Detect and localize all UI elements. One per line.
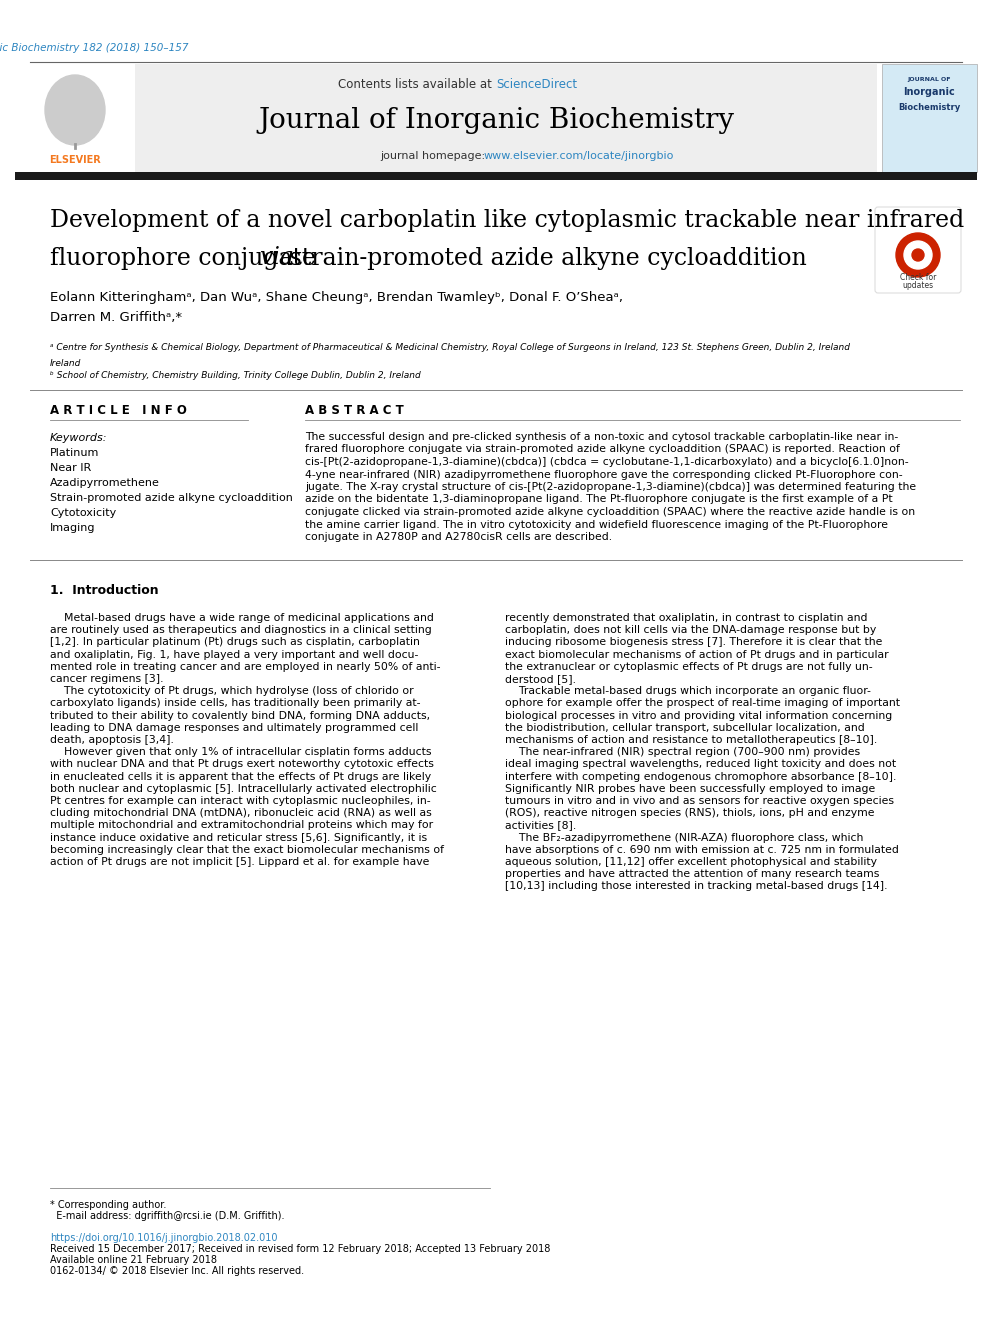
Text: via: via (259, 246, 294, 270)
Text: Journal of Inorganic Biochemistry 182 (2018) 150–157: Journal of Inorganic Biochemistry 182 (2… (0, 44, 188, 53)
Text: Ireland: Ireland (50, 359, 81, 368)
Text: properties and have attracted the attention of many research teams: properties and have attracted the attent… (505, 869, 879, 880)
Text: in enucleated cells it is apparent that the effects of Pt drugs are likely: in enucleated cells it is apparent that … (50, 771, 432, 782)
Text: https://doi.org/10.1016/j.jinorgbio.2018.02.010: https://doi.org/10.1016/j.jinorgbio.2018… (50, 1233, 278, 1244)
Text: Darren M. Griffithᵃ,*: Darren M. Griffithᵃ,* (50, 311, 183, 324)
Text: ScienceDirect: ScienceDirect (496, 78, 577, 90)
Text: conjugate in A2780P and A2780cisR cells are described.: conjugate in A2780P and A2780cisR cells … (305, 532, 612, 542)
Text: Azadipyrromethene: Azadipyrromethene (50, 478, 160, 488)
FancyBboxPatch shape (875, 206, 961, 292)
Text: Available online 21 February 2018: Available online 21 February 2018 (50, 1256, 217, 1265)
Text: have absorptions of c. 690 nm with emission at c. 725 nm in formulated: have absorptions of c. 690 nm with emiss… (505, 845, 899, 855)
Text: 0162-0134/ © 2018 Elsevier Inc. All rights reserved.: 0162-0134/ © 2018 Elsevier Inc. All righ… (50, 1266, 305, 1275)
Text: recently demonstrated that oxaliplatin, in contrast to cisplatin and: recently demonstrated that oxaliplatin, … (505, 613, 867, 623)
Text: interfere with competing endogenous chromophore absorbance [8–10].: interfere with competing endogenous chro… (505, 771, 897, 782)
Text: Pt centres for example can interact with cytoplasmic nucleophiles, in-: Pt centres for example can interact with… (50, 796, 431, 806)
Text: multiple mitochondrial and extramitochondrial proteins which may for: multiple mitochondrial and extramitochon… (50, 820, 434, 831)
Text: * Corresponding author.: * Corresponding author. (50, 1200, 167, 1211)
Text: ᵃ Centre for Synthesis & Chemical Biology, Department of Pharmaceutical & Medici: ᵃ Centre for Synthesis & Chemical Biolog… (50, 344, 850, 352)
Text: A R T I C L E   I N F O: A R T I C L E I N F O (50, 404, 186, 417)
Text: The cytotoxicity of Pt drugs, which hydrolyse (loss of chlorido or: The cytotoxicity of Pt drugs, which hydr… (50, 687, 414, 696)
Text: biological processes in vitro and providing vital information concerning: biological processes in vitro and provid… (505, 710, 892, 721)
FancyBboxPatch shape (882, 64, 977, 172)
Text: Trackable metal-based drugs which incorporate an organic fluor-: Trackable metal-based drugs which incorp… (505, 687, 871, 696)
Text: Metal-based drugs have a wide range of medicinal applications and: Metal-based drugs have a wide range of m… (50, 613, 434, 623)
Text: (ROS), reactive nitrogen species (RNS), thiols, ions, pH and enzyme: (ROS), reactive nitrogen species (RNS), … (505, 808, 875, 818)
Text: Eolann Kitteringhamᵃ, Dan Wuᵃ, Shane Cheungᵃ, Brendan Twamleyᵇ, Donal F. O’Sheaᵃ: Eolann Kitteringhamᵃ, Dan Wuᵃ, Shane Che… (50, 291, 623, 304)
Text: Inorganic: Inorganic (903, 87, 955, 97)
Text: the amine carrier ligand. The in vitro cytotoxicity and widefield fluorescence i: the amine carrier ligand. The in vitro c… (305, 520, 888, 529)
Text: Development of a novel carboplatin like cytoplasmic trackable near infrared: Development of a novel carboplatin like … (50, 209, 964, 232)
Text: mechanisms of action and resistance to metallotherapeutics [8–10].: mechanisms of action and resistance to m… (505, 736, 877, 745)
Text: Keywords:: Keywords: (50, 433, 107, 443)
Ellipse shape (45, 75, 105, 146)
Text: updates: updates (903, 282, 933, 291)
Text: ELSEVIER: ELSEVIER (50, 155, 101, 165)
Text: Platinum: Platinum (50, 448, 99, 458)
Text: becoming increasingly clear that the exact biomolecular mechanisms of: becoming increasingly clear that the exa… (50, 845, 444, 855)
Text: aqueous solution, [11,12] offer excellent photophysical and stability: aqueous solution, [11,12] offer excellen… (505, 857, 877, 867)
Text: the extranuclear or cytoplasmic effects of Pt drugs are not fully un-: the extranuclear or cytoplasmic effects … (505, 662, 873, 672)
Text: 1.  Introduction: 1. Introduction (50, 583, 159, 597)
Text: both nuclear and cytoplasmic [5]. Intracellularly activated electrophilic: both nuclear and cytoplasmic [5]. Intrac… (50, 783, 436, 794)
Text: tumours in vitro and in vivo and as sensors for reactive oxygen species: tumours in vitro and in vivo and as sens… (505, 796, 894, 806)
Text: Journal of Inorganic Biochemistry: Journal of Inorganic Biochemistry (258, 106, 734, 134)
Text: azide on the bidentate 1,3-diaminopropane ligand. The Pt-fluorophore conjugate i: azide on the bidentate 1,3-diaminopropan… (305, 495, 893, 504)
Text: www.elsevier.com/locate/jinorgbio: www.elsevier.com/locate/jinorgbio (484, 151, 675, 161)
Text: tributed to their ability to covalently bind DNA, forming DNA adducts,: tributed to their ability to covalently … (50, 710, 431, 721)
Text: strain-promoted azide alkyne cycloaddition: strain-promoted azide alkyne cycloadditi… (282, 246, 806, 270)
Text: The BF₂-azadipyrromethene (NIR-AZA) fluorophore class, which: The BF₂-azadipyrromethene (NIR-AZA) fluo… (505, 832, 863, 843)
Text: conjugate clicked via strain-promoted azide alkyne cycloaddition (SPAAC) where t: conjugate clicked via strain-promoted az… (305, 507, 916, 517)
FancyBboxPatch shape (15, 64, 135, 172)
Text: Check for: Check for (900, 274, 936, 283)
Text: mented role in treating cancer and are employed in nearly 50% of anti-: mented role in treating cancer and are e… (50, 662, 440, 672)
Text: carboxylato ligands) inside cells, has traditionally been primarily at-: carboxylato ligands) inside cells, has t… (50, 699, 421, 708)
FancyBboxPatch shape (15, 172, 977, 180)
Text: 4-yne near-infrared (NIR) azadipyrromethene fluorophore gave the corresponding c: 4-yne near-infrared (NIR) azadipyrrometh… (305, 470, 903, 479)
Text: [10,13] including those interested in tracking metal-based drugs [14].: [10,13] including those interested in tr… (505, 881, 888, 892)
Text: exact biomolecular mechanisms of action of Pt drugs and in particular: exact biomolecular mechanisms of action … (505, 650, 889, 660)
Text: The successful design and pre-clicked synthesis of a non-toxic and cytosol track: The successful design and pre-clicked sy… (305, 433, 898, 442)
Text: fluorophore conjugate: fluorophore conjugate (50, 246, 323, 270)
Text: Imaging: Imaging (50, 523, 95, 533)
Text: Cytotoxicity: Cytotoxicity (50, 508, 116, 519)
Text: [1,2]. In particular platinum (Pt) drugs such as cisplatin, carboplatin: [1,2]. In particular platinum (Pt) drugs… (50, 638, 420, 647)
Text: are routinely used as therapeutics and diagnostics in a clinical setting: are routinely used as therapeutics and d… (50, 626, 432, 635)
Text: Contents lists available at: Contents lists available at (338, 78, 496, 90)
Text: cis-[Pt(2-azidopropane-1,3-diamine)(cbdca)] (cbdca = cyclobutane-1,1-dicarboxyla: cis-[Pt(2-azidopropane-1,3-diamine)(cbdc… (305, 456, 909, 467)
Text: JOURNAL OF: JOURNAL OF (908, 78, 950, 82)
Text: cancer regimens [3].: cancer regimens [3]. (50, 673, 164, 684)
Text: action of Pt drugs are not implicit [5]. Lippard et al. for example have: action of Pt drugs are not implicit [5].… (50, 857, 430, 867)
Text: ᵇ School of Chemistry, Chemistry Building, Trinity College Dublin, Dublin 2, Ire: ᵇ School of Chemistry, Chemistry Buildin… (50, 372, 421, 381)
Text: Strain-promoted azide alkyne cycloaddition: Strain-promoted azide alkyne cycloadditi… (50, 493, 293, 503)
Text: inducing ribosome biogenesis stress [7]. Therefore it is clear that the: inducing ribosome biogenesis stress [7].… (505, 638, 882, 647)
FancyBboxPatch shape (135, 64, 877, 172)
Text: leading to DNA damage responses and ultimately programmed cell: leading to DNA damage responses and ulti… (50, 722, 419, 733)
Text: ideal imaging spectral wavelengths, reduced light toxicity and does not: ideal imaging spectral wavelengths, redu… (505, 759, 896, 770)
Text: The near-infrared (NIR) spectral region (700–900 nm) provides: The near-infrared (NIR) spectral region … (505, 747, 860, 757)
Text: death, apoptosis [3,4].: death, apoptosis [3,4]. (50, 736, 174, 745)
Text: Significantly NIR probes have been successfully employed to image: Significantly NIR probes have been succe… (505, 783, 875, 794)
Text: Received 15 December 2017; Received in revised form 12 February 2018; Accepted 1: Received 15 December 2017; Received in r… (50, 1244, 551, 1254)
Text: instance induce oxidative and reticular stress [5,6]. Significantly, it is: instance induce oxidative and reticular … (50, 832, 428, 843)
Circle shape (896, 233, 940, 277)
Text: Biochemistry: Biochemistry (898, 102, 960, 111)
Circle shape (904, 241, 932, 269)
Text: and oxaliplatin, Fig. 1, have played a very important and well docu-: and oxaliplatin, Fig. 1, have played a v… (50, 650, 419, 660)
Text: E-mail address: dgriffith@rcsi.ie (D.M. Griffith).: E-mail address: dgriffith@rcsi.ie (D.M. … (50, 1211, 285, 1221)
Text: ophore for example offer the prospect of real-time imaging of important: ophore for example offer the prospect of… (505, 699, 900, 708)
Text: frared fluorophore conjugate via strain-promoted azide alkyne cycloaddition (SPA: frared fluorophore conjugate via strain-… (305, 445, 900, 455)
Text: the biodistribution, cellular transport, subcellular localization, and: the biodistribution, cellular transport,… (505, 722, 865, 733)
Text: A B S T R A C T: A B S T R A C T (305, 404, 404, 417)
Text: with nuclear DNA and that Pt drugs exert noteworthy cytotoxic effects: with nuclear DNA and that Pt drugs exert… (50, 759, 434, 770)
Text: carboplatin, does not kill cells via the DNA-damage response but by: carboplatin, does not kill cells via the… (505, 626, 876, 635)
Text: Near IR: Near IR (50, 463, 91, 474)
Text: cluding mitochondrial DNA (mtDNA), ribonucleic acid (RNA) as well as: cluding mitochondrial DNA (mtDNA), ribon… (50, 808, 432, 818)
Text: derstood [5].: derstood [5]. (505, 673, 576, 684)
Circle shape (912, 249, 924, 261)
Text: jugate. The X-ray crystal structure of cis-[Pt(2-azidopropane-1,3-diamine)(cbdca: jugate. The X-ray crystal structure of c… (305, 482, 917, 492)
Text: However given that only 1% of intracellular cisplatin forms adducts: However given that only 1% of intracellu… (50, 747, 432, 757)
Text: journal homepage:: journal homepage: (380, 151, 489, 161)
Text: activities [8].: activities [8]. (505, 820, 576, 831)
